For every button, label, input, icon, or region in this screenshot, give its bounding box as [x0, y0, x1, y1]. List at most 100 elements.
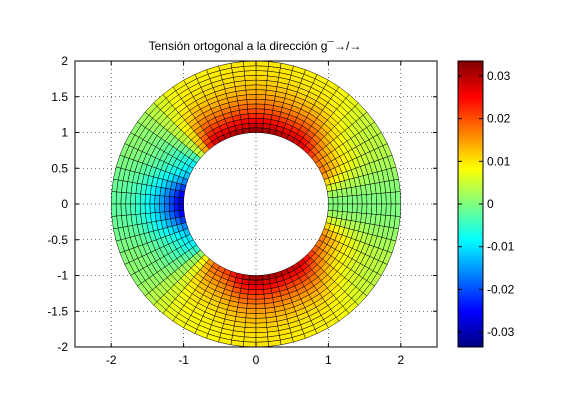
- mesh-cell: [244, 75, 257, 81]
- mesh-cell: [255, 303, 266, 310]
- x-axis-ticks: -2 -1 0 1 2: [106, 61, 404, 367]
- mesh-cell: [246, 303, 257, 310]
- y-tick-label: -1: [57, 269, 68, 283]
- mesh-cell: [149, 203, 156, 214]
- mesh-cell: [247, 108, 257, 115]
- mesh-cell: [139, 193, 146, 205]
- mesh-cell: [255, 127, 264, 134]
- mesh-cell: [244, 322, 257, 329]
- mesh-cell: [245, 317, 257, 324]
- mesh-cell: [245, 84, 257, 91]
- mesh-cell: [115, 191, 122, 205]
- mesh-cell: [248, 279, 257, 286]
- y-axis-ticks: 2 1.5 1 0.5 0 -0.5 -1 -1.5 -2: [47, 54, 437, 354]
- mesh-cell: [255, 70, 269, 77]
- plot-area: -2 -1 0 1 2 2 1.5 1 0.5 0 -0.5 -1 -1.5 -2: [47, 54, 438, 367]
- mesh-cell: [247, 113, 257, 119]
- mesh-cell: [244, 79, 257, 86]
- mesh-cell: [255, 94, 266, 100]
- mesh-cell: [332, 203, 339, 212]
- mesh-cell: [255, 289, 265, 295]
- mesh-cell: [248, 127, 257, 134]
- mesh-cell: [356, 194, 363, 205]
- mesh-cell: [332, 196, 339, 205]
- mesh-cell: [243, 65, 257, 72]
- mesh-cell: [168, 196, 175, 205]
- mesh-cell: [244, 327, 257, 333]
- y-tick-label: 2: [61, 54, 68, 68]
- mesh-cell: [125, 192, 132, 205]
- mesh-cell: [243, 70, 257, 77]
- mesh-cell: [125, 203, 132, 216]
- x-tick-label: 2: [397, 353, 404, 367]
- stress-mesh: [110, 60, 402, 348]
- mesh-cell: [255, 117, 264, 124]
- y-tick-label: -0.5: [47, 233, 68, 247]
- mesh-cell: [327, 197, 334, 205]
- x-tick-label: 1: [325, 353, 332, 367]
- mesh-cell: [120, 192, 127, 205]
- mesh-cell: [255, 308, 266, 314]
- mesh-cell: [255, 89, 267, 96]
- mesh-cell: [144, 203, 151, 214]
- mesh-cell: [347, 203, 353, 213]
- mesh-cell: [130, 192, 137, 205]
- colorbar: 0.03 0.02 0.01 0 -0.01 -0.02 -0.03: [457, 60, 515, 348]
- mesh-cell: [135, 203, 141, 215]
- chart-title: Tensión ortogonal a la dirección g¯→/→: [149, 39, 362, 53]
- mesh-cell: [154, 195, 161, 205]
- mesh-cell: [395, 191, 402, 205]
- mesh-cell: [371, 193, 377, 205]
- mesh-cell: [164, 195, 170, 205]
- mesh-cell: [159, 203, 165, 213]
- mesh-cell: [366, 203, 373, 215]
- mesh-cell: [255, 336, 269, 343]
- colorbar-ticks: 0.03 0.02 0.01 0 -0.01 -0.02 -0.03: [458, 69, 515, 339]
- mesh-cell: [351, 203, 358, 213]
- mesh-cell: [248, 117, 257, 124]
- mesh-cell: [255, 317, 267, 324]
- y-tick-label: -2: [57, 340, 68, 354]
- mesh-cell: [255, 60, 269, 67]
- mesh-cell: [255, 279, 264, 286]
- mesh-cell: [255, 79, 268, 86]
- mesh-cell: [248, 274, 257, 281]
- colorbar-tick-label: 0.03: [487, 69, 511, 83]
- mesh-cell: [255, 298, 266, 305]
- mesh-cell: [110, 191, 117, 205]
- mesh-cell: [243, 60, 257, 67]
- mesh-cell: [247, 293, 257, 300]
- mesh-cell: [255, 122, 264, 129]
- mesh-cell: [395, 203, 402, 217]
- mesh-cell: [327, 203, 334, 211]
- colorbar-tick-label: 0.02: [487, 112, 511, 126]
- y-tick-label: 1: [61, 126, 68, 140]
- mesh-cell: [385, 203, 392, 216]
- x-tick-label: 0: [253, 353, 260, 367]
- mesh-cell: [245, 89, 257, 96]
- mesh-cell: [178, 203, 185, 211]
- y-tick-label: -1.5: [47, 304, 68, 318]
- mesh-cell: [361, 203, 368, 214]
- mesh-cell: [255, 284, 264, 291]
- mesh-cell: [255, 322, 268, 329]
- colorbar-tick-label: 0.01: [487, 154, 511, 168]
- mesh-cell: [366, 193, 373, 205]
- mesh-cell: [135, 193, 141, 205]
- y-tick-label: 0: [61, 197, 68, 211]
- colorbar-tick-label: -0.01: [487, 240, 515, 254]
- mesh-cell: [337, 203, 344, 212]
- mesh-cell: [154, 203, 161, 213]
- y-tick-label: 1.5: [51, 90, 68, 104]
- mesh-cell: [164, 203, 170, 213]
- mesh-cell: [375, 203, 382, 216]
- mesh-cell: [159, 195, 165, 205]
- mesh-cell: [246, 308, 257, 314]
- mesh-cell: [255, 274, 264, 281]
- mesh-cell: [255, 113, 265, 119]
- y-tick-label: 0.5: [51, 161, 68, 175]
- mesh-cell: [246, 298, 257, 305]
- mesh-cell: [385, 192, 392, 205]
- mesh-cell: [243, 331, 257, 338]
- colorbar-tick-label: -0.03: [487, 325, 515, 339]
